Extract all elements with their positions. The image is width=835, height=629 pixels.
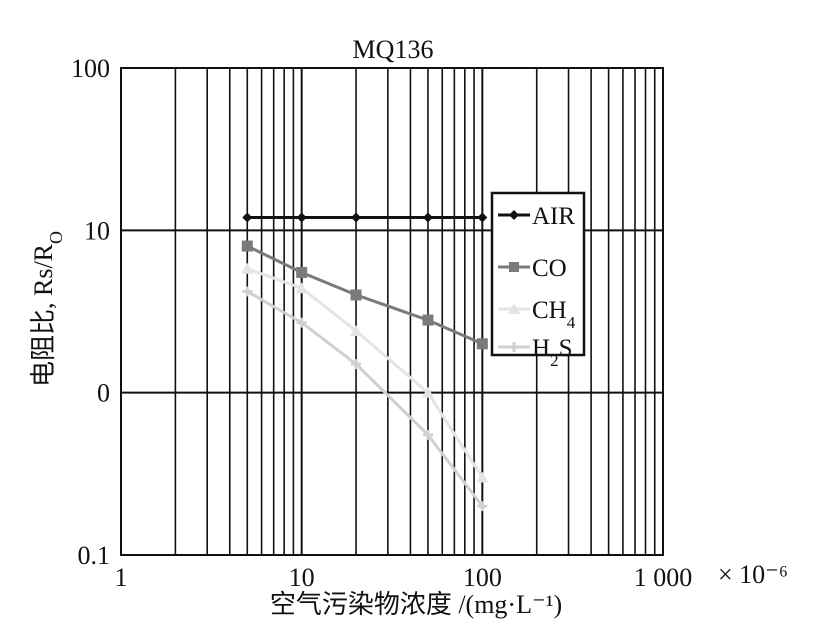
x-tick-label: 1 xyxy=(115,563,128,592)
data-point xyxy=(242,286,253,297)
legend-box xyxy=(490,191,586,357)
legend-label: H2S xyxy=(532,335,572,370)
data-point xyxy=(241,240,253,252)
data-point xyxy=(508,303,520,314)
y-tick-label: 100 xyxy=(71,54,110,83)
y-axis-label-main: 电阻比, Rs/R xyxy=(29,243,58,387)
x-axis-label: 空气污染物浓度 /(mg·L⁻¹) xyxy=(270,590,562,619)
legend-item-h2s: H2S xyxy=(498,335,572,370)
legend-label-main: CH xyxy=(532,297,567,324)
plot-area xyxy=(120,67,664,556)
series-ch4 xyxy=(241,262,489,483)
legend-label: CO xyxy=(532,255,567,282)
series-h2s xyxy=(242,286,488,512)
y-axis-label: 电阻比, Rs/RO xyxy=(29,231,66,387)
data-point xyxy=(296,212,307,223)
data-point xyxy=(351,212,362,223)
data-point xyxy=(477,212,488,223)
series-line xyxy=(246,290,484,508)
data-point xyxy=(422,429,433,440)
legend-label-sub: 2 xyxy=(550,351,559,370)
data-point xyxy=(350,289,362,301)
data-point xyxy=(421,386,434,398)
series-layer xyxy=(241,212,489,512)
tick-labels: 1 10 100 1 000 0.1 0 10 100 xyxy=(71,54,692,592)
series-air xyxy=(242,212,488,223)
legend-label-main: CO xyxy=(532,255,567,282)
legend-label-main: AIR xyxy=(532,203,575,230)
data-point xyxy=(295,282,308,294)
data-point xyxy=(350,324,363,336)
chart-title: MQ136 xyxy=(353,35,434,64)
data-point xyxy=(509,262,519,272)
legend-label-tail: S xyxy=(559,335,573,362)
data-point xyxy=(242,212,253,223)
legend-label: AIR xyxy=(532,203,575,230)
legend-item-ch4: CH4 xyxy=(498,297,576,332)
y-tick-label: 0 xyxy=(97,379,110,408)
data-point xyxy=(422,314,434,326)
x-tick-label: 10 xyxy=(289,563,315,592)
y-tick-label: 0.1 xyxy=(78,541,111,570)
data-point xyxy=(422,212,433,223)
y-tick-label: 10 xyxy=(84,216,110,245)
y-axis-label-sub: O xyxy=(46,231,66,244)
x-tick-label: 100 xyxy=(463,563,502,592)
data-point xyxy=(296,317,307,328)
data-point xyxy=(241,262,254,274)
grid xyxy=(121,68,663,555)
legend-label-sub: 4 xyxy=(567,313,576,332)
series-line xyxy=(246,244,483,346)
data-point xyxy=(296,266,308,278)
series-co xyxy=(241,240,488,350)
legend-label-main: H xyxy=(532,335,550,362)
data-point xyxy=(509,342,519,352)
x-unit-label: × 10⁻⁶ xyxy=(718,560,788,589)
data-point xyxy=(476,471,489,483)
data-point xyxy=(351,359,362,370)
legend-label: CH4 xyxy=(532,297,576,332)
data-point xyxy=(476,338,488,350)
legend-item-co: CO xyxy=(498,255,567,282)
data-point xyxy=(509,210,519,220)
data-point xyxy=(477,501,488,512)
x-tick-label: 1 000 xyxy=(634,563,693,592)
legend-item-air: AIR xyxy=(498,203,575,230)
